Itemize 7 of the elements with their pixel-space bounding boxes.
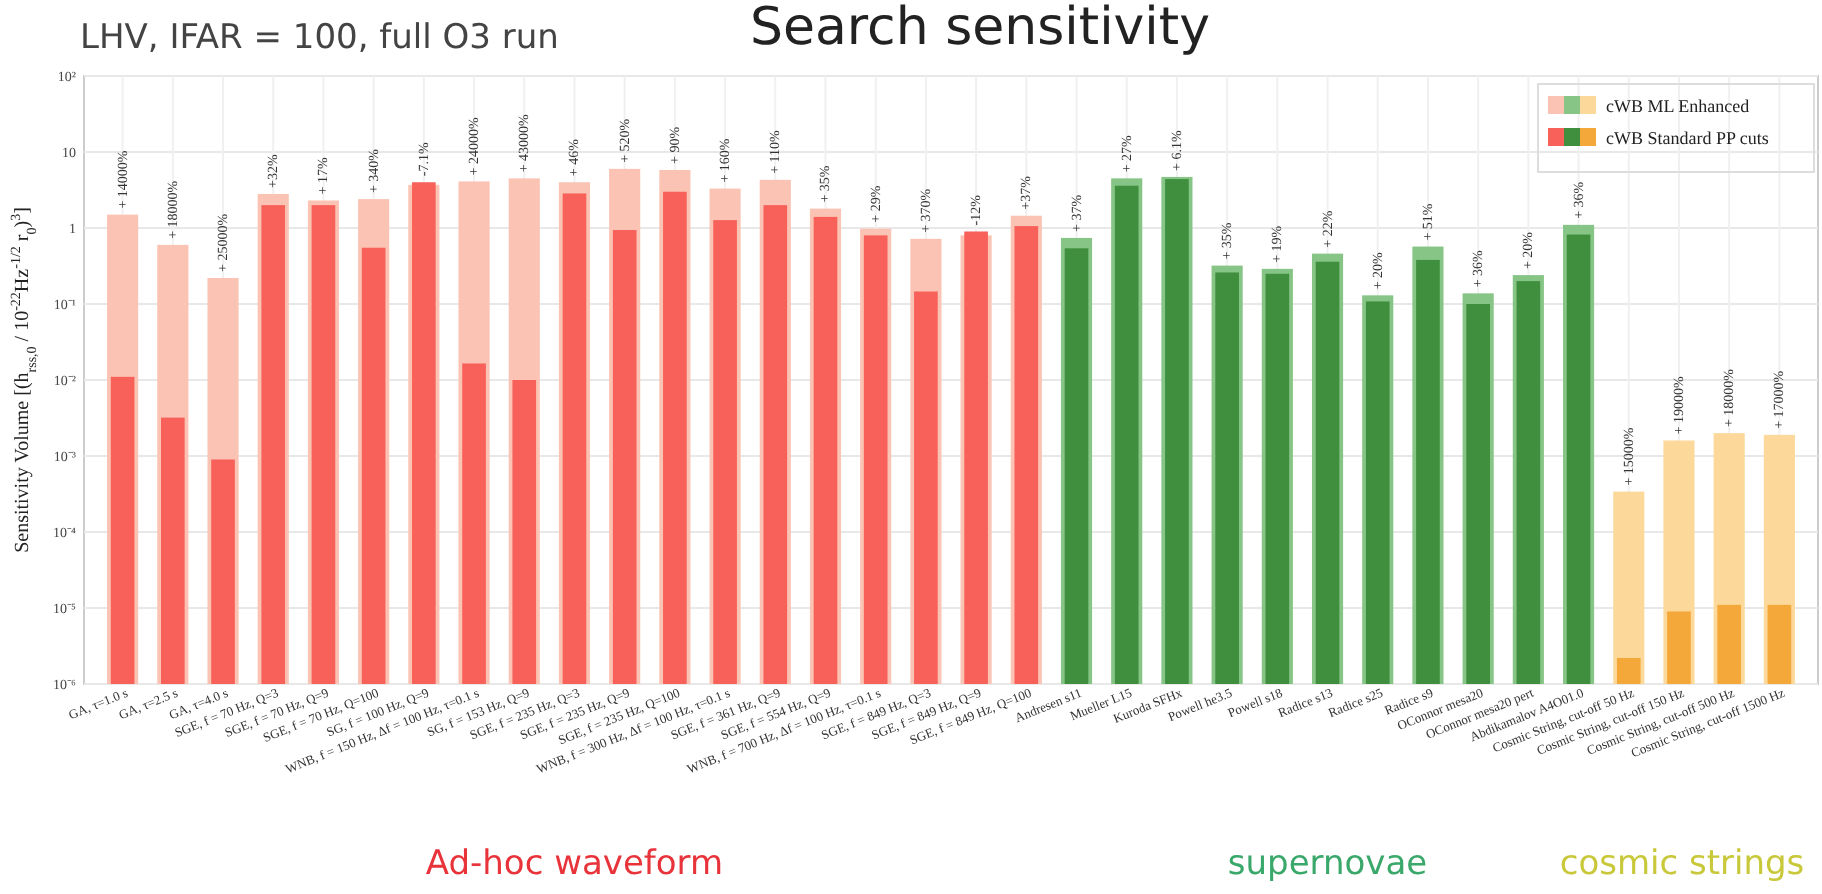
- legend-label: cWB ML Enhanced: [1606, 96, 1751, 116]
- chart-subtitle: LHV, IFAR = 100, full O3 run: [80, 18, 559, 58]
- text: supernovae: [1227, 844, 1428, 884]
- text: cosmic strings: [1559, 844, 1805, 884]
- text: Ad-hoc waveform: [425, 844, 724, 884]
- chart-title: Search sensitivity: [750, 0, 1210, 58]
- legend-label: cWB Standard PP cuts: [1606, 128, 1770, 148]
